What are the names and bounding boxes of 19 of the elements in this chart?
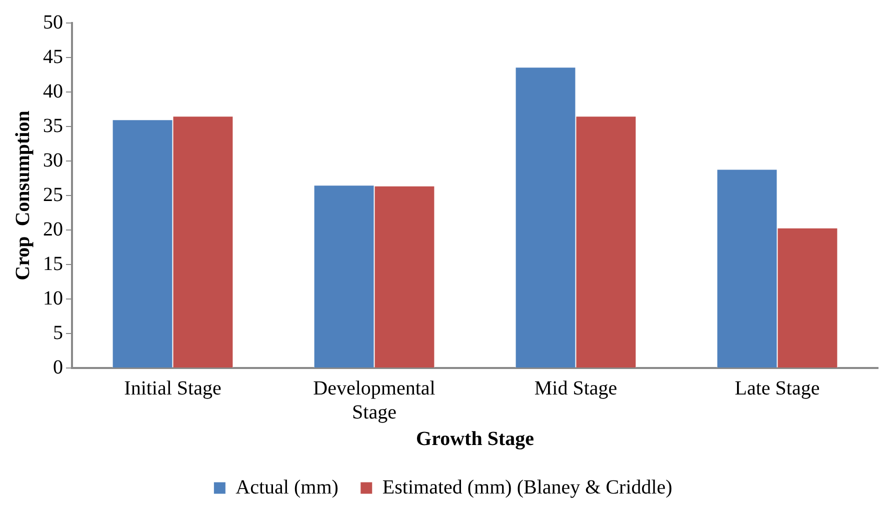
x-tick-label: Developmental Stage xyxy=(313,377,436,424)
x-tick-label: Mid Stage xyxy=(534,377,618,400)
y-tick-label: 40 xyxy=(43,80,63,102)
legend-label: Actual (mm) xyxy=(236,476,338,498)
y-tick-label: 25 xyxy=(43,184,63,206)
y-tick-label: 15 xyxy=(43,252,63,275)
y-tick-label: 50 xyxy=(43,11,63,34)
legend-label: Estimated (mm) (Blaney & Criddle) xyxy=(382,476,672,498)
y-tick-label: 20 xyxy=(43,218,63,240)
y-tick-label: 0 xyxy=(53,356,63,378)
y-axis-title: Crop Consumption xyxy=(12,110,34,280)
y-tick-label: 5 xyxy=(53,322,63,344)
x-tick-label: Initial Stage xyxy=(124,377,222,400)
y-tick-label: 30 xyxy=(43,149,63,172)
x-tick-label: Late Stage xyxy=(734,377,820,400)
y-tick-label: 10 xyxy=(43,287,63,310)
y-tick-label: 35 xyxy=(43,114,63,137)
x-axis-title: Growth Stage xyxy=(416,428,534,450)
y-tick-label: 45 xyxy=(43,46,63,68)
